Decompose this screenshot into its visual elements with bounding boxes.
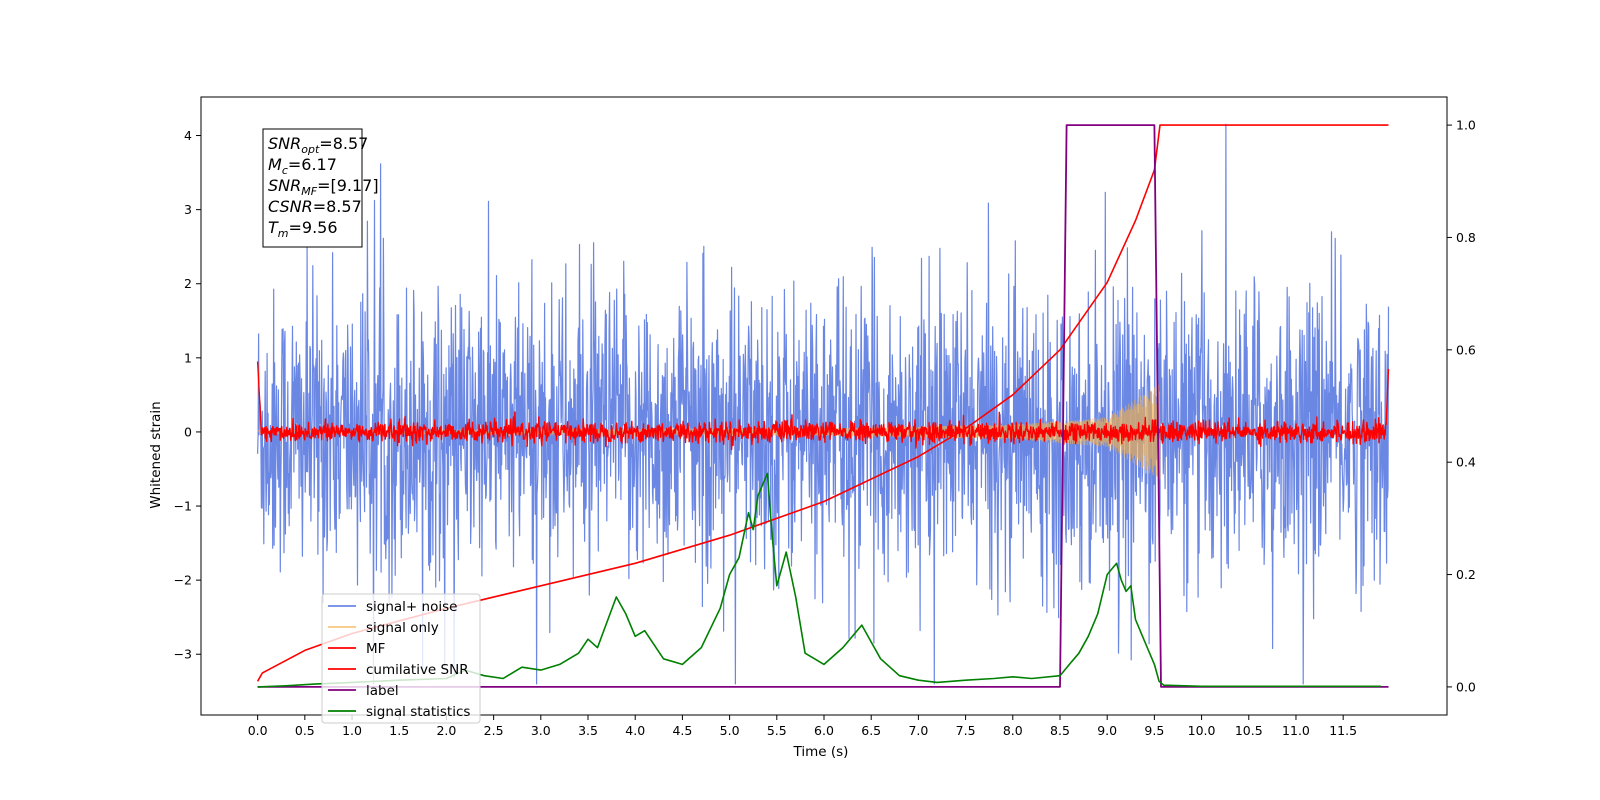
y-axis-right: 0.0 0.2 0.4 0.6 0.8 1.0 [1447,118,1476,694]
series-signal-noise [257,123,1390,685]
x-tick-label: 11.5 [1329,723,1357,738]
x-tick-label: 3.5 [578,723,598,738]
annotation-line: Tm=9.56 [268,218,338,240]
annotation-frame [262,128,363,248]
y-axis-label: Whitened strain [148,401,164,508]
x-tick-label: 1.5 [389,723,409,738]
x-tick-label: 5.0 [720,723,740,738]
x-tick-label: 10.5 [1235,723,1263,738]
y-tick-label: 2 [184,276,192,291]
y2-tick-label: 0.2 [1456,567,1476,582]
x-tick-label: 7.5 [956,723,976,738]
y-tick-label: 4 [184,128,192,143]
y2-tick-label: 0.0 [1456,679,1476,694]
annotation-line: Mc=6.17 [268,155,337,177]
x-tick-label: 10.0 [1188,723,1216,738]
x-axis: 0.0 0.5 1.0 1.5 2.0 2.5 3.0 3.5 4.0 4.5 5.0 5.5 6.0 6… [248,715,1357,738]
x-tick-label: 0.0 [248,723,268,738]
x-tick-label: 2.0 [436,723,456,738]
x-tick-label: 6.0 [814,723,834,738]
x-tick-label: 8.5 [1050,723,1070,738]
y-tick-label: 1 [184,350,192,365]
y-tick-label: −1 [174,499,192,514]
x-tick-label: 9.5 [1144,723,1164,738]
y-tick-label: −3 [174,647,192,662]
x-tick-label: 4.5 [672,723,692,738]
x-tick-label: 1.0 [342,723,362,738]
legend-frame [321,593,481,724]
x-tick-label: 8.0 [1003,723,1023,738]
series-mf [256,361,1390,451]
legend-label: cumilative SNR [366,662,469,678]
legend-label: signal only [366,620,439,636]
y-axis-left: −3 −2 −1 0 1 2 3 4 [174,128,201,662]
series-signal-statistics [257,472,1381,688]
x-tick-label: 5.5 [767,723,787,738]
x-tick-label: 9.0 [1097,723,1117,738]
legend-label: MF [366,641,385,657]
x-tick-label: 11.0 [1282,723,1310,738]
legend: signal+ noise signal only MF cumilative SNR… [321,593,481,724]
x-tick-label: 3.0 [531,723,551,738]
x-tick-label: 4.0 [625,723,645,738]
y2-tick-label: 1.0 [1456,118,1476,133]
x-tick-label: 6.5 [861,723,881,738]
legend-label: label [366,683,399,699]
x-tick-label: 7.0 [908,723,928,738]
annotation-line: SNRopt=8.57 [268,134,368,156]
legend-label: signal+ noise [366,599,457,615]
y-tick-label: −2 [174,573,192,588]
y2-tick-label: 0.6 [1456,342,1476,357]
y-tick-label: 3 [184,202,192,217]
x-tick-label: 0.5 [295,723,315,738]
y2-tick-label: 0.8 [1456,230,1476,245]
annotation-line: SNRMF=[9.17] [268,176,379,198]
y2-tick-label: 0.4 [1456,455,1476,470]
legend-label: signal statistics [366,704,470,720]
x-axis-label: Time (s) [793,744,849,760]
y-tick-label: 0 [184,424,192,439]
x-tick-label: 2.5 [484,723,504,738]
annotation-line: CSNR=8.57 [268,197,362,216]
